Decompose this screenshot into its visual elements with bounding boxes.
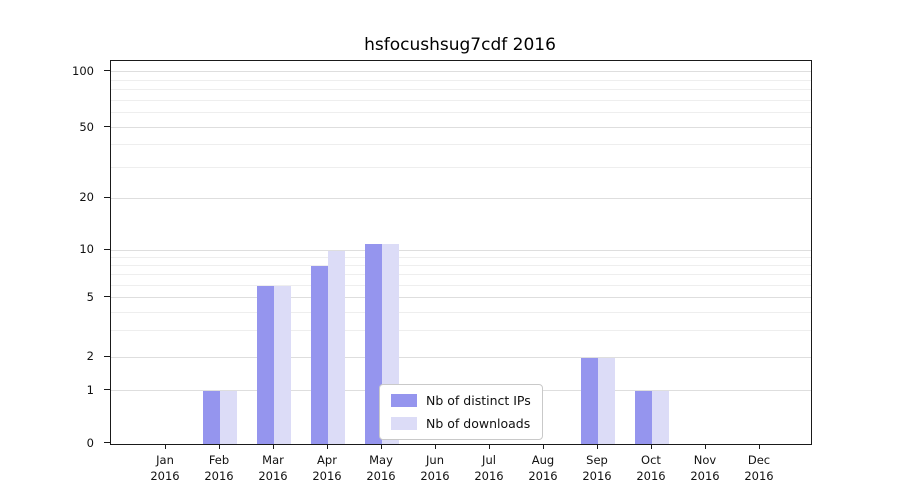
- minor-gridline: [111, 166, 811, 168]
- minor-gridline: [111, 79, 811, 81]
- legend-item-downloads: Nb of downloads: [391, 416, 531, 431]
- legend-label-distinct-ips: Nb of distinct IPs: [426, 393, 531, 408]
- x-tick-mark: [435, 444, 436, 449]
- x-tick-label-oct: Oct 2016: [636, 453, 666, 483]
- legend-item-distinct-ips: Nb of distinct IPs: [391, 393, 531, 408]
- bar-distinct-ips-may: [365, 243, 382, 444]
- y-tick-mark: [104, 126, 110, 128]
- x-tick-label-dec: Dec 2016: [744, 453, 774, 483]
- y-tick-label: 50: [79, 119, 94, 134]
- bar-downloads-feb: [220, 391, 237, 444]
- major-gridline: [111, 127, 811, 129]
- x-tick-mark: [705, 444, 706, 449]
- bar-distinct-ips-mar: [257, 285, 274, 444]
- x-tick-mark: [327, 444, 328, 449]
- x-tick-mark: [489, 444, 490, 449]
- major-gridline: [111, 249, 811, 251]
- x-tick-label-may: May 2016: [366, 453, 396, 483]
- x-tick-label-jun: Jun 2016: [420, 453, 450, 483]
- y-tick-mark: [104, 355, 110, 357]
- bar-downloads-mar: [274, 285, 291, 444]
- x-tick-mark: [273, 444, 274, 449]
- bar-distinct-ips-oct: [635, 391, 652, 444]
- x-tick-mark: [381, 444, 382, 449]
- x-tick-mark: [165, 444, 166, 449]
- minor-gridline: [111, 112, 811, 114]
- major-gridline: [111, 197, 811, 199]
- x-tick-mark: [651, 444, 652, 449]
- y-tick-mark: [104, 248, 110, 250]
- y-tick-label: 5: [86, 289, 94, 304]
- minor-gridline: [111, 257, 811, 259]
- y-tick-mark: [104, 442, 110, 443]
- major-gridline: [111, 71, 811, 73]
- y-tick-label: 20: [79, 190, 94, 205]
- minor-gridline: [111, 311, 811, 313]
- x-tick-label-apr: Apr 2016: [312, 453, 342, 483]
- x-tick-mark: [219, 444, 220, 449]
- y-tick-mark: [104, 70, 110, 72]
- chart-title: hsfocushsug7cdf 2016: [364, 35, 556, 55]
- x-tick-label-aug: Aug 2016: [528, 453, 558, 483]
- minor-gridline: [111, 284, 811, 286]
- y-tick-label: 2: [86, 349, 94, 364]
- minor-gridline: [111, 330, 811, 332]
- bar-distinct-ips-apr: [311, 266, 328, 444]
- y-axis-tick-marks: [104, 60, 110, 443]
- minor-gridline: [111, 274, 811, 276]
- x-tick-label-jan: Jan 2016: [150, 453, 180, 483]
- y-tick-mark: [104, 389, 110, 391]
- bar-downloads-apr: [328, 250, 345, 444]
- minor-gridline: [111, 89, 811, 91]
- x-axis-tick-marks: [110, 444, 810, 450]
- y-tick-label: 0: [86, 435, 94, 450]
- x-tick-mark: [597, 444, 598, 449]
- x-tick-mark: [759, 444, 760, 449]
- bar-downloads-sep: [598, 357, 615, 444]
- y-axis-labels: 0 1 2 5 10 20 50 100: [0, 60, 102, 448]
- x-axis-labels: Jan 2016 Feb 2016 Mar 2016 Apr 2016 May 2016 Jun 20…: [110, 452, 810, 488]
- x-tick-label-nov: Nov 2016: [690, 453, 720, 483]
- x-tick-label-mar: Mar 2016: [258, 453, 288, 483]
- x-tick-mark: [543, 444, 544, 449]
- y-tick-label: 1: [86, 382, 94, 397]
- bar-distinct-ips-sep: [581, 357, 598, 444]
- bar-downloads-oct: [652, 391, 669, 444]
- x-tick-label-feb: Feb 2016: [204, 453, 234, 483]
- plot-area: Nb of distinct IPs Nb of downloads: [110, 60, 812, 445]
- legend-label-downloads: Nb of downloads: [426, 416, 531, 431]
- y-tick-mark: [104, 296, 110, 298]
- bar-distinct-ips-feb: [203, 391, 220, 444]
- legend-swatch-distinct-ips: [391, 394, 417, 407]
- legend-swatch-downloads: [391, 417, 417, 430]
- x-tick-label-sep: Sep 2016: [582, 453, 612, 483]
- y-tick-label: 10: [79, 242, 94, 257]
- major-gridline: [111, 356, 811, 358]
- chart-legend: Nb of distinct IPs Nb of downloads: [379, 384, 543, 440]
- x-tick-label-jul: Jul 2016: [474, 453, 504, 483]
- minor-gridline: [111, 265, 811, 267]
- minor-gridline: [111, 99, 811, 101]
- minor-gridline: [111, 144, 811, 146]
- y-tick-label: 100: [72, 63, 94, 78]
- y-tick-mark: [104, 196, 110, 198]
- major-gridline: [111, 297, 811, 299]
